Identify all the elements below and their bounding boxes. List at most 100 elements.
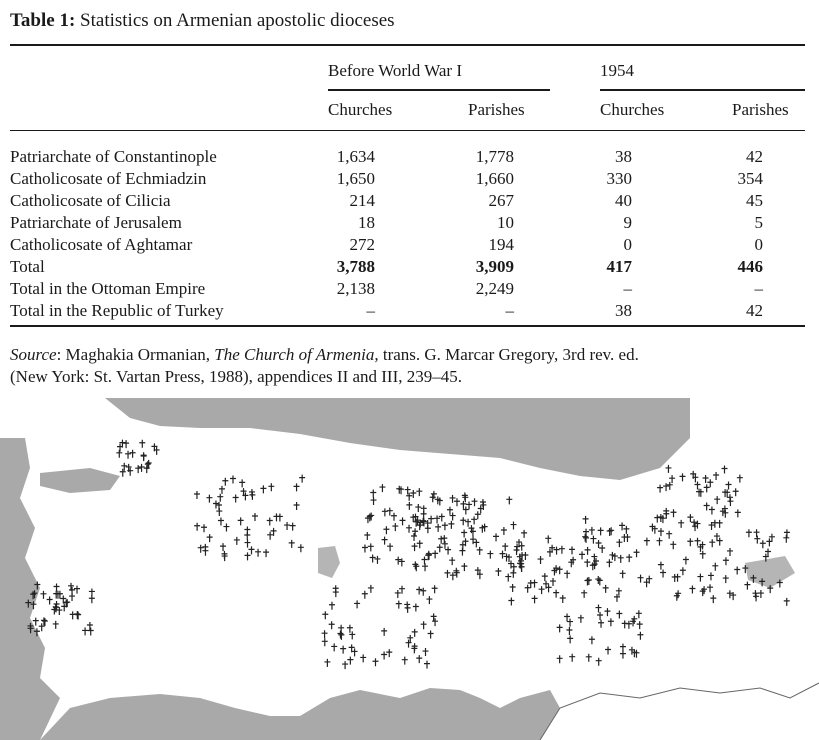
cross-icon [759, 540, 766, 549]
cross-icon [88, 588, 95, 597]
table-cell: 330 [606, 169, 633, 188]
cross-icon [289, 522, 296, 531]
cross-icon [394, 589, 401, 598]
cross-icon [125, 450, 132, 459]
cross-icon [607, 618, 614, 627]
cross-icon [242, 492, 249, 501]
cross-icon [762, 553, 769, 562]
cross-icon [759, 578, 766, 587]
church-markers [25, 439, 790, 670]
cross-icon [709, 539, 716, 548]
cross-icon [151, 443, 158, 452]
table-cell: 2,138 [336, 279, 375, 298]
cross-icon [643, 537, 650, 546]
table-cell: 3,788 [336, 257, 375, 276]
cross-icon [449, 512, 456, 521]
cross-icon [263, 549, 270, 558]
cross-icon [744, 581, 751, 590]
cross-icon [598, 619, 605, 628]
cross-icon [386, 649, 393, 658]
cross-icon [707, 572, 714, 581]
cross-icon [420, 621, 427, 630]
cross-icon [595, 604, 602, 613]
cross-icon [651, 525, 658, 534]
cross-icon [138, 463, 145, 472]
cross-icon [546, 548, 553, 557]
cross-icon [321, 630, 328, 639]
cross-icon [284, 522, 291, 531]
cross-icon [46, 596, 53, 605]
cross-icon [221, 553, 228, 562]
cross-icon [619, 643, 626, 652]
cross-icon [74, 611, 81, 620]
row-label: Patriarchate of Constantinople [10, 147, 217, 166]
table-cell: 1,778 [475, 147, 514, 166]
cross-icon [260, 485, 267, 494]
cross-icon [248, 546, 255, 555]
cross-icon [657, 484, 664, 493]
cross-icon [411, 643, 418, 652]
black-sea [105, 398, 690, 480]
row-label: Catholicosate of Cilicia [10, 191, 171, 210]
cross-icon [116, 449, 123, 458]
cross-icon [222, 477, 229, 486]
cross-icon [412, 513, 419, 522]
cross-icon [404, 486, 411, 495]
cross-icon [129, 449, 136, 458]
cross-icon [404, 601, 411, 610]
cross-icon [202, 547, 209, 556]
table-cell: 1,650 [336, 169, 375, 188]
cross-icon [637, 574, 644, 583]
mediterranean-sea [40, 688, 560, 740]
cross-icon [347, 656, 354, 665]
bottom-rule [10, 325, 805, 327]
cross-icon [474, 567, 481, 576]
southern-border [539, 682, 819, 740]
cross-icon [383, 526, 390, 535]
cross-icon [679, 567, 686, 576]
lake-van [745, 556, 795, 588]
cross-icon [636, 621, 643, 630]
cross-icon [471, 516, 478, 525]
cross-icon [51, 606, 58, 615]
cross-icon [429, 494, 436, 503]
cross-icon [31, 590, 38, 599]
cross-icon [697, 573, 704, 582]
cross-icon [438, 513, 445, 522]
cross-icon [581, 589, 588, 598]
cross-icon [406, 524, 413, 533]
cross-icon [406, 501, 413, 510]
cross-icon [461, 529, 468, 538]
cross-icon [266, 517, 273, 526]
cross-icon [30, 601, 37, 610]
lake-tuz [318, 546, 340, 578]
source-work: The Church of Armenia, [214, 345, 379, 364]
table-cell: 42 [746, 147, 763, 166]
col-header-parishes-wwi: Parishes [468, 100, 525, 119]
cross-icon [569, 653, 576, 662]
cross-icon [476, 546, 483, 555]
cross-icon [508, 597, 515, 606]
cross-icon [577, 614, 584, 623]
cross-icon [201, 524, 208, 533]
cross-icon [416, 655, 423, 664]
cross-icon [585, 576, 592, 585]
cross-icon [626, 554, 633, 563]
group-rule-1954 [600, 89, 805, 91]
cross-icon [590, 535, 597, 544]
cross-icon [595, 540, 602, 549]
cross-icon [516, 560, 523, 569]
cross-icon [753, 529, 760, 538]
table-cell: 5 [754, 213, 764, 232]
cross-icon [87, 627, 94, 636]
cross-icon [602, 584, 609, 593]
cross-icon [725, 481, 732, 490]
cross-icon [444, 569, 451, 578]
cross-icon [513, 546, 520, 555]
cross-icon [724, 489, 731, 498]
cross-icon [670, 541, 677, 550]
cross-icon [531, 579, 538, 588]
cross-icon [616, 539, 623, 548]
cross-icon [416, 522, 423, 531]
cross-icon [745, 529, 752, 538]
